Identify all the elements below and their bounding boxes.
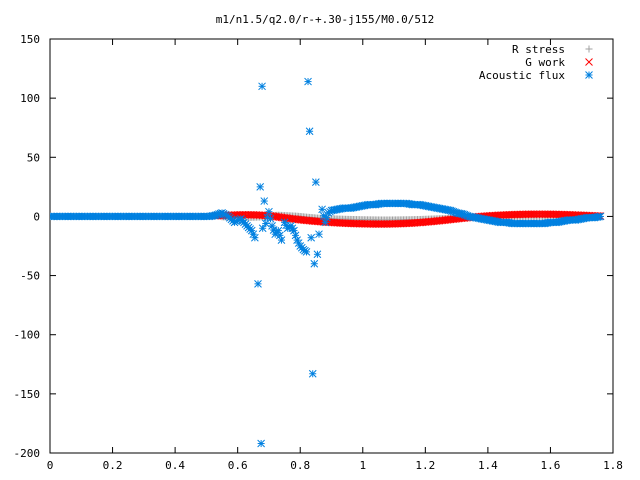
y-tick-label: -150: [14, 388, 41, 401]
data-point: [305, 127, 314, 136]
data-point: [266, 214, 275, 223]
chart-title: m1/n1.5/q2.0/r-+.30-j155/M0.0/512: [216, 13, 435, 26]
x-tick-label: 0: [47, 459, 54, 472]
data-point: [313, 250, 322, 259]
x-tick-label: 0.8: [290, 459, 310, 472]
data-point: [310, 259, 319, 268]
data-point: [315, 230, 323, 239]
legend-marker: [585, 71, 593, 79]
y-tick-label: -200: [14, 447, 41, 460]
y-tick-label: 150: [20, 33, 40, 46]
data-point: [291, 231, 300, 240]
legend-label: R stress: [512, 43, 565, 56]
y-tick-label: 100: [20, 92, 40, 105]
data-point: [257, 439, 265, 448]
data-point: [307, 233, 316, 242]
y-tick-label: -100: [14, 329, 41, 342]
legend-label: Acoustic flux: [479, 69, 565, 82]
data-point: [274, 226, 283, 235]
x-tick-label: 1.8: [603, 459, 623, 472]
y-tick-label: -50: [20, 270, 40, 283]
x-tick-label: 0.4: [165, 459, 185, 472]
data-point: [304, 77, 312, 86]
y-tick-label: 50: [27, 151, 40, 164]
data-point: [290, 226, 298, 235]
x-tick-label: 1: [359, 459, 366, 472]
data-point: [302, 248, 311, 256]
axes: 0 0.2 0.4 0.6 0.8 1 1.2 1.4 1.6 1.8 150 100 50 0 -50 -1…: [14, 33, 623, 472]
y-tick-label: 0: [33, 210, 40, 223]
data-point: [321, 218, 330, 227]
data-point: [318, 205, 326, 214]
data-point: [251, 233, 259, 242]
x-tick-label: 1.2: [415, 459, 435, 472]
legend-label: G work: [525, 56, 565, 69]
data-point: [254, 279, 262, 288]
x-tick-label: 1.6: [541, 459, 561, 472]
data-marks: [50, 77, 605, 448]
data-point: [308, 369, 317, 378]
data-point: [277, 236, 286, 244]
data-point: [312, 178, 320, 186]
legend-marker: [585, 45, 593, 53]
data-point: [260, 197, 269, 205]
x-tick-label: 0.2: [103, 459, 123, 472]
data-point: [596, 212, 605, 221]
data-point: [276, 231, 284, 240]
data-point: [258, 224, 267, 233]
legend-marker: [585, 58, 593, 66]
x-tick-label: 1.4: [478, 459, 498, 472]
data-point: [258, 82, 266, 91]
data-point: [256, 183, 265, 191]
plot-frame: [49, 38, 614, 454]
series-star: [50, 77, 605, 448]
data-point: [261, 219, 270, 228]
data-point: [265, 207, 273, 216]
series-cross: [211, 210, 605, 228]
x-tick-label: 0.6: [228, 459, 248, 472]
